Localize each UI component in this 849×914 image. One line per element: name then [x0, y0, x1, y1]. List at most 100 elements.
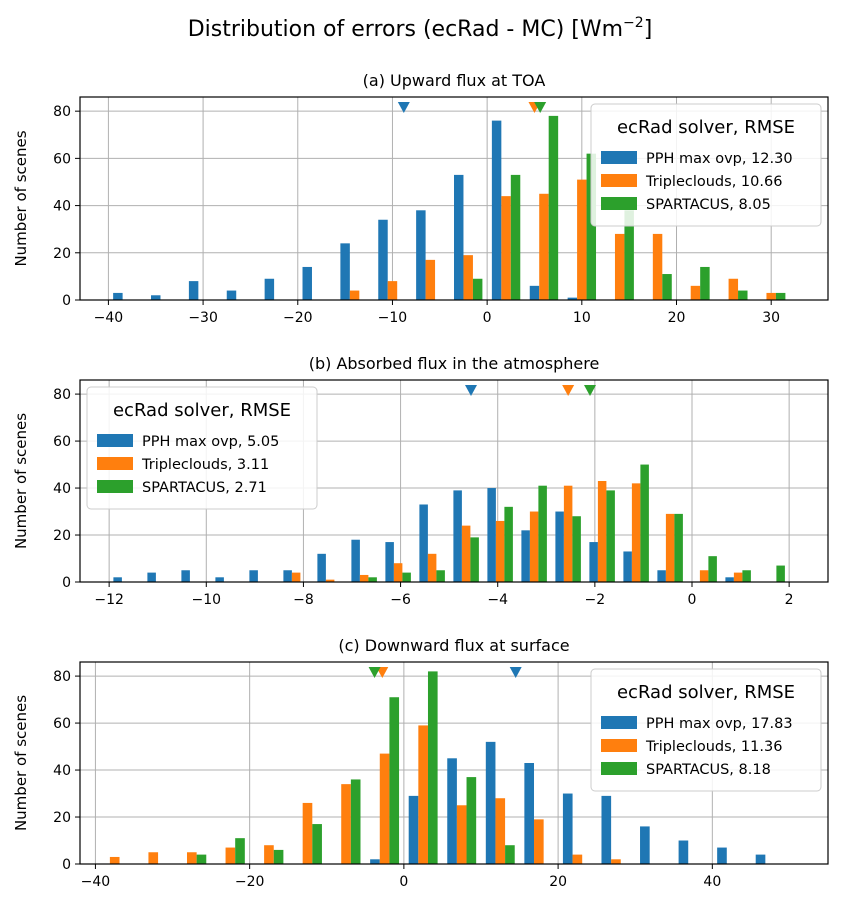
legend-entry: PPH max ovp, 5.05 — [142, 434, 279, 450]
panel-3: −40 −20 0 20 40 0 20 40 60 80 Number of scenes (c) … — [12, 636, 829, 890]
bar-pph-max-ovp — [623, 551, 632, 582]
bar-spartacus — [466, 777, 477, 864]
bar-pph-max-ovp — [378, 219, 388, 300]
bar-tripleclouds — [614, 233, 625, 300]
bar-tripleclouds — [461, 525, 471, 582]
x-tick-label: 20 — [668, 310, 686, 326]
bar-spartacus — [708, 556, 717, 582]
y-tick-label: 0 — [62, 293, 71, 309]
bar-pph-max-ovp — [340, 243, 350, 300]
bar-pph-max-ovp — [264, 278, 275, 300]
x-tick-label: −40 — [94, 310, 124, 326]
bar-pph-max-ovp — [562, 793, 573, 864]
x-tick-label: −20 — [235, 874, 265, 890]
y-tick-label: 80 — [53, 669, 71, 685]
bar-pph-max-ovp — [181, 570, 190, 582]
x-tick-label: 2 — [785, 592, 794, 608]
mean-marker-tripleclouds — [562, 385, 575, 396]
mean-marker-tripleclouds — [376, 667, 389, 678]
bar-pph-max-ovp — [555, 511, 564, 582]
mean-marker-spartacus — [534, 102, 547, 113]
legend-swatch — [601, 739, 637, 752]
bar-spartacus — [368, 577, 377, 582]
y-axis-label: Number of scenes — [12, 695, 30, 831]
bar-spartacus — [472, 278, 483, 300]
bar-tripleclouds — [427, 553, 437, 582]
bar-pph-max-ovp — [188, 281, 199, 300]
bar-spartacus — [312, 824, 322, 864]
bar-tripleclouds — [463, 255, 473, 300]
bar-pph-max-ovp — [589, 542, 598, 582]
axes-frame — [79, 96, 829, 301]
legend-swatch — [601, 716, 637, 729]
y-axis-label: Number of scenes — [12, 413, 30, 549]
bar-pph-max-ovp — [491, 120, 502, 301]
bar-tripleclouds — [539, 193, 549, 300]
panel-1: −40 −30 −20 −10 0 10 20 30 0 20 40 60 80 Number of sc… — [12, 71, 829, 326]
bar-tripleclouds — [501, 196, 511, 300]
legend-title: ecRad solver, RMSE — [617, 117, 795, 138]
bar-pph-max-ovp — [416, 210, 426, 300]
bar-spartacus — [640, 464, 649, 582]
y-tick-label: 60 — [53, 716, 71, 732]
x-tick-label: 10 — [573, 310, 591, 326]
bar-spartacus — [775, 292, 786, 300]
y-tick-label: 80 — [53, 104, 71, 120]
panel-title: (a) Upward flux at TOA — [363, 71, 546, 90]
y-tick-label: 60 — [53, 151, 71, 167]
x-tick-label: 30 — [762, 310, 780, 326]
bar-pph-max-ovp — [351, 539, 360, 582]
bar-tripleclouds — [611, 859, 621, 864]
x-tick-label: 20 — [549, 874, 567, 890]
bar-tripleclouds — [665, 513, 675, 582]
y-tick-label: 0 — [62, 575, 71, 591]
bar-pph-max-ovp — [487, 488, 496, 582]
bar-spartacus — [273, 849, 284, 864]
bar-tripleclouds — [387, 281, 398, 300]
bar-spartacus — [624, 210, 634, 300]
legend: ecRad solver, RMSE PPH max ovp, 5.05 Tripl… — [86, 386, 318, 510]
axes-frame — [79, 379, 829, 583]
bar-tripleclouds — [563, 485, 573, 582]
x-tick-label: −10 — [192, 592, 222, 608]
suptitle-superscript: −2 — [623, 15, 644, 31]
bar-tripleclouds — [291, 572, 301, 582]
legend: ecRad solver, RMSE PPH max ovp, 12.30 Trip… — [590, 103, 822, 227]
mean-marker-spartacus — [368, 667, 381, 678]
legend-box — [590, 103, 822, 227]
bar-tripleclouds — [325, 579, 335, 582]
bar-tripleclouds — [495, 798, 506, 864]
bar-tripleclouds — [572, 854, 583, 864]
y-tick-label: 40 — [53, 199, 71, 215]
bar-spartacus — [776, 565, 785, 582]
bar-spartacus — [235, 838, 245, 864]
legend-title: ecRad solver, RMSE — [113, 400, 291, 421]
bar-tripleclouds — [631, 483, 641, 582]
x-tick-label: −20 — [283, 310, 313, 326]
bar-spartacus — [662, 274, 672, 300]
bar-spartacus — [389, 697, 400, 864]
bar-tripleclouds — [341, 784, 351, 864]
bar-spartacus — [674, 513, 683, 582]
y-tick-label: 20 — [53, 528, 71, 544]
legend-entry: Tripleclouds, 10.66 — [645, 174, 782, 190]
legend-box — [86, 386, 318, 510]
bar-pph-max-ovp — [454, 174, 464, 300]
x-tick-label: −6 — [390, 592, 411, 608]
x-tick-label: 0 — [399, 874, 408, 890]
bar-tripleclouds — [393, 563, 403, 582]
bar-tripleclouds — [225, 847, 236, 864]
bar-spartacus — [427, 671, 438, 864]
x-tick-label: −10 — [378, 310, 408, 326]
bar-pph-max-ovp — [215, 577, 224, 582]
legend-title: ecRad solver, RMSE — [617, 682, 795, 703]
y-tick-label: 60 — [53, 434, 71, 450]
legend-swatch — [601, 151, 637, 164]
bar-pph-max-ovp — [485, 741, 496, 864]
legend-entry: PPH max ovp, 17.83 — [646, 716, 793, 732]
bar-pph-max-ovp — [717, 847, 727, 864]
x-tick-label: 0 — [688, 592, 697, 608]
bar-tripleclouds — [359, 574, 369, 582]
